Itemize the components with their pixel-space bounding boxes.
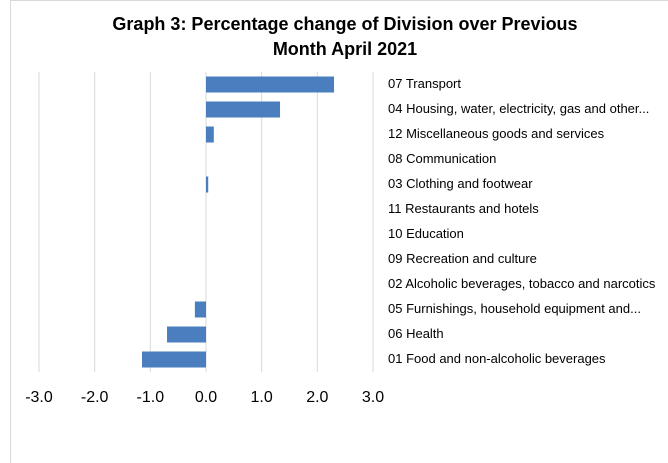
chart-border	[10, 0, 668, 463]
bar	[141, 351, 206, 368]
x-tick-label: 1.0	[251, 389, 273, 406]
bar	[206, 176, 209, 193]
bar	[206, 126, 214, 143]
y-tick-label: 02 Alcoholic beverages, tobacco and narc…	[388, 276, 656, 291]
chart-title: Month April 2021	[273, 39, 417, 59]
y-tick-label: 08 Communication	[388, 151, 496, 166]
y-tick-label: 12 Miscellaneous goods and services	[388, 126, 605, 141]
bar	[206, 76, 335, 93]
y-tick-label: 04 Housing, water, electricity, gas and …	[388, 101, 649, 116]
y-tick-label: 10 Education	[388, 226, 464, 241]
y-tick-label: 05 Furnishings, household equipment and.…	[388, 301, 641, 316]
bar	[194, 301, 206, 318]
x-tick-label: 3.0	[362, 389, 384, 406]
y-tick-label: 01 Food and non-alcoholic beverages	[388, 351, 606, 366]
y-tick-label: 03 Clothing and footwear	[388, 176, 533, 191]
bar	[167, 326, 206, 343]
x-tick-label: 0.0	[195, 389, 217, 406]
x-tick-label: -2.0	[81, 389, 109, 406]
y-tick-label: 07 Transport	[388, 76, 461, 91]
chart-title: Graph 3: Percentage change of Division o…	[112, 14, 577, 34]
bar	[206, 101, 281, 118]
x-tick-label: -3.0	[25, 389, 53, 406]
x-tick-label: 2.0	[306, 389, 328, 406]
x-tick-label: -1.0	[137, 389, 165, 406]
y-tick-label: 06 Health	[388, 326, 444, 341]
y-tick-label: 09 Recreation and culture	[388, 251, 537, 266]
y-tick-label: 11 Restaurants and hotels	[388, 201, 539, 216]
